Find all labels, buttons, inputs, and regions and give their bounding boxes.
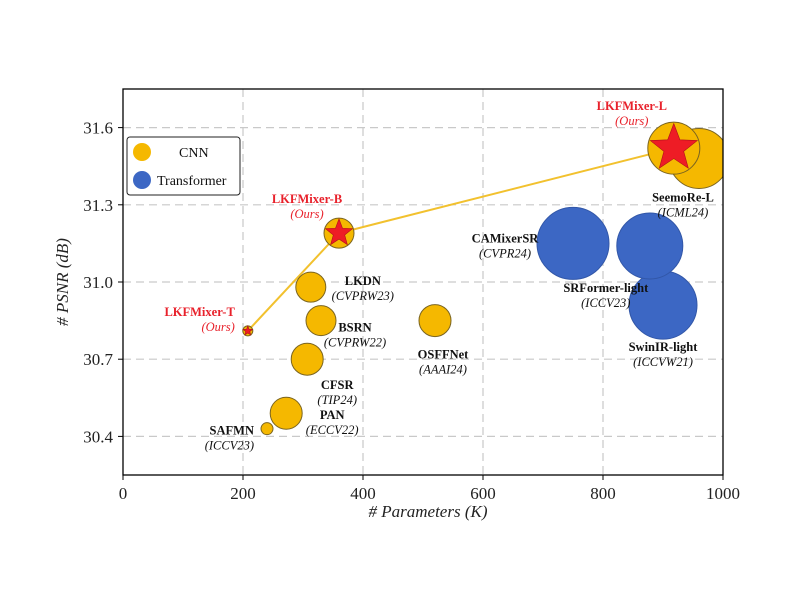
y-axis-title: # PSNR (dB): [53, 238, 72, 326]
marker-srformer-light: [616, 212, 684, 280]
x-axis-title: # Parameters (K): [369, 502, 488, 521]
label-venue-srformer-light: (ICCV23): [581, 296, 630, 310]
label-name-srformer-light: SRFormer-light: [563, 281, 649, 295]
legend-label-cnn: CNN: [179, 146, 209, 161]
marker-osffnet: [418, 304, 452, 338]
y-tick-label: 31.6: [83, 119, 113, 138]
star-lkfmixer-l: [649, 122, 699, 169]
label-venue-lkfmixer-t: (Ours): [201, 320, 234, 334]
legend-swatch-transformer: [133, 171, 151, 189]
x-tick-label: 1000: [706, 484, 740, 503]
x-tick-label: 200: [230, 484, 256, 503]
legend-box: [126, 136, 241, 196]
marker-safmn: [260, 422, 274, 436]
legend: CNN Transformer: [126, 136, 241, 196]
label-venue-safmn: (ICCV23): [205, 439, 254, 453]
label-name-pan: PAN: [320, 408, 345, 422]
label-name-bsrn: BSRN: [338, 321, 371, 335]
label-name-lkfmixer-b: LKFMixer-B: [272, 192, 342, 206]
label-venue-cfsr: (TIP24): [317, 393, 357, 407]
label-venue-seemore-l: (ICML24): [658, 205, 709, 219]
y-tick-label: 31.3: [83, 196, 113, 215]
star-lkfmixer-t: [242, 325, 254, 336]
label-venue-bsrn: (CVPRW22): [324, 336, 386, 350]
x-tick-label: 600: [470, 484, 496, 503]
label-name-seemore-l: SeemoRe-L: [652, 190, 714, 204]
label-venue-camixersr: (CVPR24): [479, 246, 531, 260]
x-tick-label: 0: [119, 484, 128, 503]
label-venue-swinir-light: (ICCVW21): [633, 355, 693, 369]
y-tick-label: 30.4: [83, 427, 113, 446]
label-name-osffnet: OSFFNet: [418, 348, 470, 362]
x-tick-label: 800: [590, 484, 616, 503]
marker-bsrn: [305, 305, 337, 337]
label-venue-osffnet: (AAAI24): [419, 363, 467, 377]
marker-lkdn: [295, 271, 327, 303]
label-name-camixersr: CAMixerSR: [472, 231, 540, 245]
label-name-safmn: SAFMN: [210, 424, 254, 438]
y-tick-label: 31.0: [83, 273, 113, 292]
label-name-lkfmixer-t: LKFMixer-T: [164, 305, 235, 319]
marker-pan: [269, 396, 303, 430]
label-venue-lkfmixer-l: (Ours): [615, 114, 648, 128]
star-lkfmixer-b: [324, 218, 354, 246]
label-venue-lkfmixer-b: (Ours): [290, 207, 323, 221]
label-name-lkfmixer-l: LKFMixer-L: [597, 99, 667, 113]
marker-camixersr: [536, 206, 610, 280]
marker-cfsr: [290, 342, 324, 376]
label-venue-pan: (ECCV22): [306, 423, 359, 437]
plot-frame: [122, 88, 724, 476]
x-tick-label: 400: [350, 484, 376, 503]
label-name-swinir-light: SwinIR-light: [629, 340, 699, 354]
label-name-cfsr: CFSR: [321, 378, 355, 392]
legend-swatch-cnn: [133, 143, 151, 161]
plot-area: [242, 121, 723, 436]
label-venue-lkdn: (CVPRW23): [332, 289, 394, 303]
legend-label-transformer: Transformer: [157, 174, 227, 189]
label-name-lkdn: LKDN: [345, 274, 381, 288]
y-tick-label: 30.7: [83, 350, 113, 369]
